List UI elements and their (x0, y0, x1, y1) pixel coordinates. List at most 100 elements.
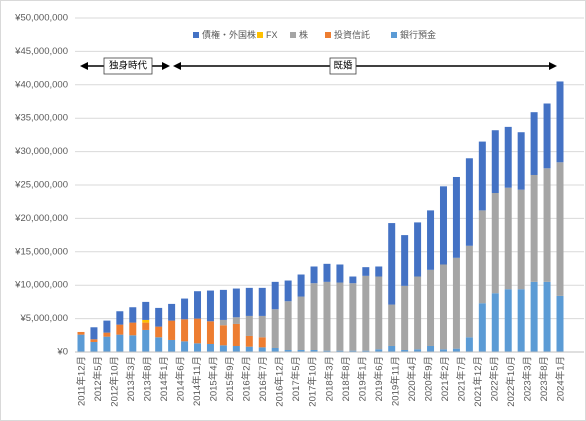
bar-segment-series-4 (271, 281, 279, 310)
bar-segment-series-0 (181, 341, 189, 352)
x-tick-label: 2024年1月 (555, 356, 567, 401)
legend-label: FX (266, 30, 278, 40)
bar-segment-series-2 (271, 309, 279, 348)
bar-segment-series-4 (219, 289, 227, 320)
bar-segment-series-0 (206, 343, 214, 352)
bar-segment-series-4 (543, 103, 551, 169)
bar-segment-series-2 (232, 317, 240, 324)
bar-stack (90, 327, 98, 352)
bar-segment-series-0 (116, 334, 124, 352)
legend-item-bank-deposits: 銀行預金 (391, 29, 436, 40)
x-tick-label: 2012年5月 (92, 356, 104, 401)
annotation-label: 独身時代 (109, 60, 148, 72)
bar-stack (401, 235, 409, 352)
bar-segment-series-2 (219, 319, 227, 326)
bar-segment-series-1 (219, 325, 227, 346)
x-tick-label: 2019年11月 (389, 356, 401, 406)
bar-segment-series-4 (284, 280, 292, 302)
x-tick-label: 2016年7月 (257, 356, 269, 401)
bar-segment-series-4 (349, 276, 357, 284)
bar-segment-series-2 (478, 210, 486, 304)
legend-item-fx: FX (257, 30, 278, 40)
bar-segment-series-0 (414, 349, 422, 352)
x-tick-label: 2013年3月 (125, 356, 137, 401)
bar-segment-series-4 (504, 126, 512, 188)
bar-segment-series-4 (232, 288, 240, 318)
bar-stack (310, 266, 318, 352)
x-tick-label: 2014年1月 (158, 356, 170, 401)
bar-segment-series-2 (349, 283, 357, 351)
bar-segment-series-2 (556, 162, 564, 296)
bar-segment-series-0 (427, 345, 435, 352)
bar-segment-series-4 (297, 274, 305, 297)
x-tick-label: 2015年4月 (208, 356, 220, 401)
bar-segment-series-4 (530, 112, 538, 175)
bar-segment-series-4 (388, 223, 396, 305)
bar-segment-series-4 (556, 81, 564, 163)
bar-segment-series-4 (362, 267, 370, 276)
bar-stack (452, 176, 460, 352)
bar-segment-series-4 (258, 287, 266, 316)
bar-segment-series-2 (258, 315, 266, 338)
x-tick-label: 2017年5月 (290, 356, 302, 401)
bar-segment-series-2 (517, 189, 525, 290)
bar-segment-series-4 (517, 132, 525, 190)
bar-segment-series-2 (465, 245, 473, 338)
bar-stack (206, 290, 214, 352)
bar-segment-series-0 (168, 339, 176, 352)
bar-segment-series-4 (375, 266, 383, 277)
y-tick-label: ¥10,000,000 (14, 280, 68, 291)
bar-segment-series-0 (90, 341, 98, 352)
y-tick-label: ¥40,000,000 (14, 79, 68, 90)
bar-segment-series-4 (465, 158, 473, 246)
legend: 債権・外国株 FX 株 投資信託 銀行預金 (193, 29, 436, 40)
bar-segment-series-0 (258, 347, 266, 352)
y-tick-label: ¥35,000,000 (14, 113, 68, 124)
bar-segment-series-0 (155, 337, 163, 352)
bar-stack (271, 281, 279, 352)
bar-stack (478, 141, 486, 352)
bar-segment-series-4 (452, 176, 460, 258)
annotation-married-period: 既婚 (173, 57, 557, 75)
x-tick-label: 2012年10月 (109, 356, 121, 407)
x-tick-label: 2021年2月 (439, 356, 451, 401)
bar-segment-series-0 (530, 281, 538, 352)
legend-item-investment-trusts: 投資信託 (325, 29, 370, 40)
bar-segment-series-2 (414, 276, 422, 350)
bar-segment-series-4 (414, 222, 422, 277)
x-tick-label: 2018年3月 (323, 356, 335, 401)
bar-segment-series-1 (245, 335, 253, 347)
y-tick-label: ¥25,000,000 (14, 180, 68, 191)
bar-segment-series-4 (194, 291, 202, 319)
bar-segment-series-0 (362, 350, 370, 352)
y-axis-labels: ¥0 ¥5,000,000 ¥10,000,000 ¥15,000,000 ¥20,00… (14, 13, 68, 358)
legend-swatch (391, 32, 397, 38)
bar-stack (77, 331, 85, 352)
bar-stack (194, 291, 202, 352)
bar-segment-series-2 (245, 315, 253, 336)
bar-stack (504, 126, 512, 352)
arrow-right-icon (549, 62, 557, 70)
annotation-box (329, 57, 357, 75)
bar-segment-series-0 (323, 350, 331, 352)
bar-stack (219, 289, 227, 352)
x-tick-label: 2023年8月 (538, 356, 550, 401)
x-tick-label: 2021年12月 (472, 356, 484, 407)
bars (77, 81, 564, 352)
bar-segment-series-1 (258, 337, 266, 348)
bar-segment-series-0 (103, 336, 111, 352)
bar-segment-series-4 (155, 307, 163, 327)
bar-segment-series-4 (168, 303, 176, 321)
x-tick-label: 2018年8月 (340, 356, 352, 401)
x-tick-label: 2022年10月 (505, 356, 517, 407)
arrow-right-icon (162, 62, 170, 70)
y-tick-label: ¥50,000,000 (14, 13, 68, 24)
bar-segment-series-0 (142, 329, 150, 352)
legend-label: 投資信託 (334, 29, 370, 40)
bar-segment-series-0 (284, 349, 292, 352)
bar-segment-series-1 (155, 326, 163, 338)
legend-label: 銀行預金 (400, 29, 436, 40)
bar-stack (517, 132, 525, 352)
bar-segment-series-2 (427, 269, 435, 346)
bar-segment-series-4 (478, 141, 486, 211)
